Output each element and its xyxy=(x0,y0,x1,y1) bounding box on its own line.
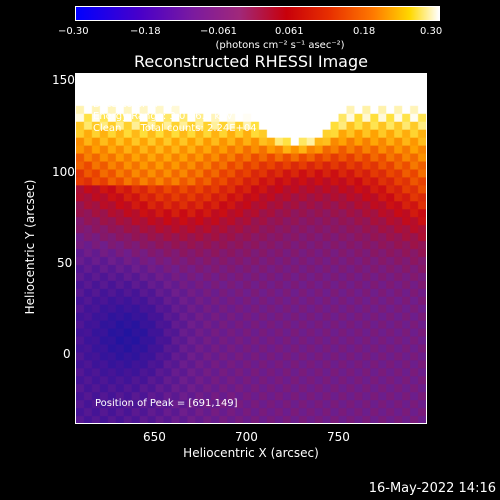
colorbar-tick: 0.18 xyxy=(353,26,376,37)
colorbar-units: (photons cm⁻² s⁻¹ asec⁻²) xyxy=(215,40,345,51)
colorbar-tick: −0.18 xyxy=(130,26,161,37)
timestamp: 16-May-2022 14:16 xyxy=(368,481,496,496)
annotation-detectors: Detectors: 3F 6F 9F, Att 0 xyxy=(93,99,222,110)
colorbar-tick: 0.061 xyxy=(275,26,304,37)
y-axis-label: Heliocentric Y (arcsec) xyxy=(23,179,37,315)
x-tick-label: 650 xyxy=(143,430,166,444)
colorbar-tick: −0.061 xyxy=(200,26,238,37)
annotation-date-range: 30-Aug-2014 19:40:40.000 to 19:46:40.000 xyxy=(93,87,312,98)
y-tick-label: 100 xyxy=(52,165,75,179)
x-tick-label: 700 xyxy=(235,430,258,444)
x-tick-label: 750 xyxy=(327,430,350,444)
annotation-clean-counts: Clean Total counts: 2.24E+04 xyxy=(93,123,257,134)
annotation-peak-position: Position of Peak = [691,149] xyxy=(95,398,238,409)
y-tick-label: 150 xyxy=(52,73,75,87)
y-tick-label: 50 xyxy=(57,256,73,270)
colorbar xyxy=(75,6,440,21)
colorbar-tick: −0.30 xyxy=(58,26,89,37)
plot-area xyxy=(75,73,427,424)
y-tick-label: 0 xyxy=(63,347,71,361)
x-axis-label: Heliocentric X (arcsec) xyxy=(183,446,319,460)
annotation-energy-range: Energy Range: 3.0 - 6.0 keV xyxy=(93,111,233,122)
colorbar-tick: 0.30 xyxy=(420,26,443,37)
heatmap-image xyxy=(76,74,426,423)
plot-title: Reconstructed RHESSI Image xyxy=(134,52,368,71)
